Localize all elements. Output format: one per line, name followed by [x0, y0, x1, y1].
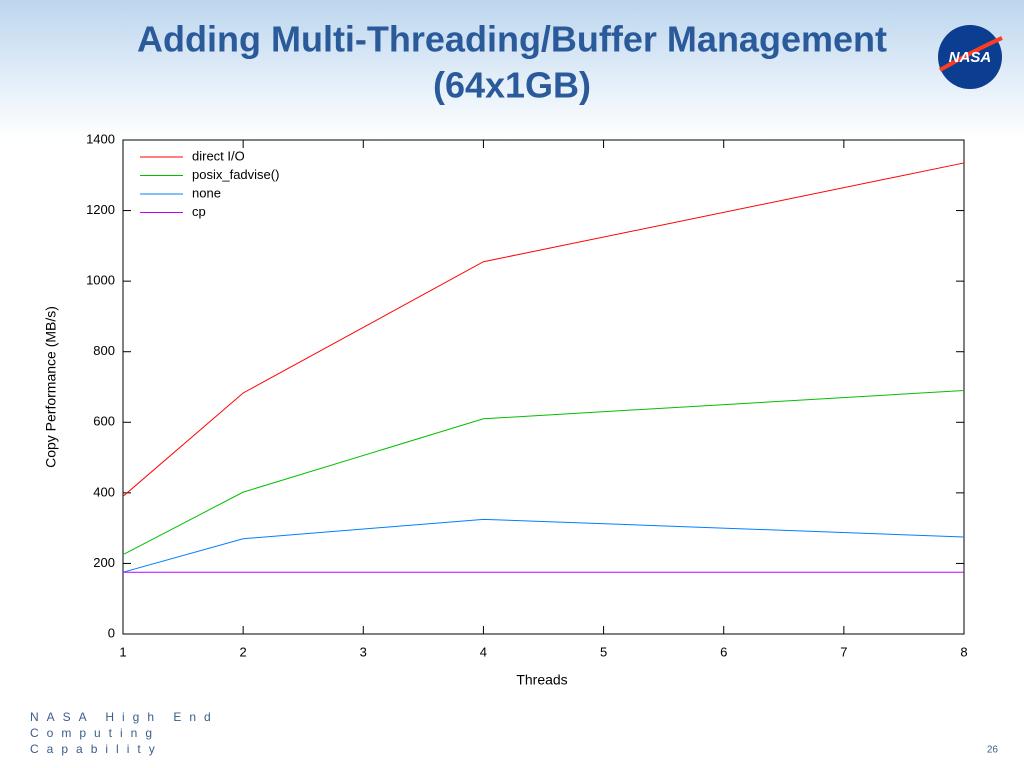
y-tick-label: 0 — [108, 625, 115, 640]
plot-area — [122, 139, 965, 635]
logo-text: NASA — [949, 49, 992, 66]
y-tick-label: 1400 — [86, 131, 115, 146]
legend-label: cp — [192, 204, 206, 219]
y-tick-label: 200 — [93, 555, 115, 570]
x-tick-label: 6 — [720, 644, 727, 659]
x-tick-label: 7 — [840, 644, 847, 659]
series-line — [122, 518, 965, 573]
x-tick-label: 1 — [119, 644, 126, 659]
footer: Capability — [30, 742, 163, 756]
slide-title: (64x1GB) — [433, 65, 591, 106]
x-tick-label: 4 — [480, 644, 487, 659]
logo — [938, 25, 1002, 89]
legend-label: none — [192, 185, 221, 200]
footer: Computing — [30, 726, 160, 740]
series-line — [122, 390, 965, 556]
x-tick-label: 8 — [960, 644, 967, 659]
series-line — [122, 162, 965, 497]
slide-title: Adding Multi-Threading/Buffer Management — [137, 19, 887, 60]
x-tick-label: 5 — [600, 644, 607, 659]
logo-swoosh — [939, 36, 1003, 72]
x-tick-label: 2 — [240, 644, 247, 659]
y-tick-label: 800 — [93, 343, 115, 358]
legend-label: posix_fadvise() — [192, 167, 279, 182]
y-axis-label: Copy Performance (MB/s) — [43, 306, 59, 468]
x-tick-label: 3 — [360, 644, 367, 659]
x-axis-label: Threads — [516, 672, 567, 688]
page-number: 26 — [987, 745, 999, 756]
y-tick-label: 1000 — [86, 273, 115, 288]
y-tick-label: 1200 — [86, 202, 115, 217]
y-tick-label: 600 — [93, 414, 115, 429]
y-tick-label: 400 — [93, 484, 115, 499]
legend-label: direct I/O — [192, 148, 245, 163]
footer: NASA High End — [30, 710, 219, 724]
